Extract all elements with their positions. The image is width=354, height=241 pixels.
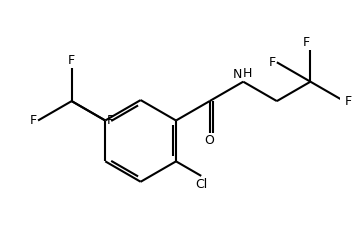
Text: F: F: [68, 54, 75, 67]
Text: Cl: Cl: [195, 178, 207, 191]
Text: F: F: [30, 114, 37, 127]
Text: F: F: [345, 95, 352, 107]
Text: O: O: [205, 134, 215, 147]
Text: F: F: [302, 36, 309, 49]
Text: F: F: [269, 56, 276, 69]
Text: N: N: [233, 68, 242, 81]
Text: H: H: [243, 67, 253, 80]
Text: F: F: [106, 114, 113, 127]
